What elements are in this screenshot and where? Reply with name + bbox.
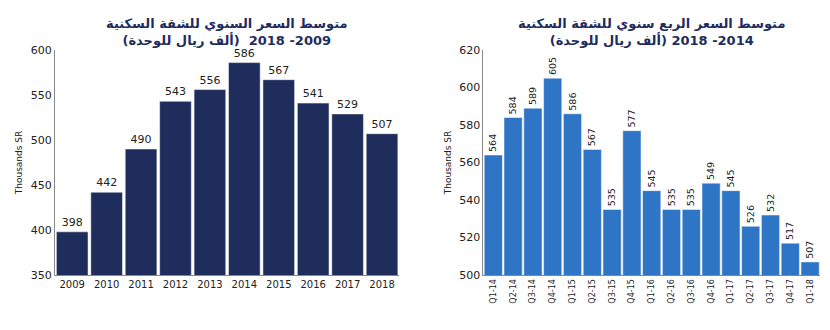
svg-text:2009: 2009 [59, 279, 84, 290]
svg-text:Q3-14: Q3-14 [529, 279, 538, 303]
svg-text:Q4-15: Q4-15 [628, 279, 637, 303]
svg-text:350: 350 [31, 269, 52, 282]
svg-text:560: 560 [459, 156, 480, 169]
svg-text:517: 517 [784, 222, 795, 240]
svg-text:545: 545 [646, 169, 657, 187]
svg-text:500: 500 [31, 134, 52, 147]
svg-text:Q3-16: Q3-16 [687, 279, 696, 303]
svg-text:600: 600 [31, 44, 52, 57]
svg-text:2015: 2015 [266, 279, 291, 290]
svg-text:490: 490 [131, 133, 152, 146]
svg-text:586: 586 [234, 47, 255, 60]
svg-text:Q1-16: Q1-16 [647, 279, 656, 303]
svg-text:580: 580 [459, 119, 480, 132]
svg-text:577: 577 [626, 109, 637, 127]
svg-text:متوسط السعر السنوي للشقة السكن: متوسط السعر السنوي للشقة السكنية(ألف ريا… [106, 16, 348, 48]
svg-text:535: 535 [606, 188, 617, 206]
svg-text:507: 507 [804, 241, 815, 259]
svg-text:540: 540 [459, 194, 480, 207]
svg-text:2014: 2014 [232, 279, 257, 290]
svg-text:541: 541 [303, 87, 324, 100]
svg-text:545: 545 [725, 169, 736, 187]
svg-text:2016: 2016 [300, 279, 325, 290]
svg-text:535: 535 [666, 188, 677, 206]
svg-text:584: 584 [507, 96, 518, 114]
svg-text:2013: 2013 [197, 279, 222, 290]
svg-text:2010: 2010 [94, 279, 119, 290]
svg-text:398: 398 [62, 216, 83, 229]
svg-text:564: 564 [487, 134, 498, 152]
svg-text:2017: 2017 [335, 279, 360, 290]
svg-text:متوسط السعر الربع سنوي للشقة ا: متوسط السعر الربع سنوي للشقة السكنية(ألف… [518, 16, 785, 48]
svg-text:Q1-15: Q1-15 [568, 279, 577, 303]
svg-text:Q1-17: Q1-17 [727, 279, 736, 303]
svg-text:Thousands SR: Thousands SR [14, 131, 24, 196]
svg-text:Q1-18: Q1-18 [806, 279, 815, 303]
svg-text:589: 589 [527, 87, 538, 105]
svg-text:Q4-14: Q4-14 [548, 279, 557, 303]
svg-text:600: 600 [459, 81, 480, 94]
svg-text:507: 507 [372, 118, 393, 131]
svg-text:Thousands SR: Thousands SR [443, 131, 453, 196]
svg-text:556: 556 [199, 74, 220, 87]
svg-text:Q4-16: Q4-16 [707, 279, 716, 303]
svg-text:Q2-14: Q2-14 [509, 279, 518, 303]
svg-text:Q1-14: Q1-14 [489, 279, 498, 303]
svg-text:500: 500 [459, 269, 480, 282]
svg-text:Q3-17: Q3-17 [766, 279, 775, 303]
svg-text:567: 567 [586, 128, 597, 146]
svg-text:Q2-17: Q2-17 [746, 279, 755, 303]
svg-text:520: 520 [459, 231, 480, 244]
svg-text:2018: 2018 [369, 279, 394, 290]
svg-text:442: 442 [96, 176, 117, 189]
svg-text:2012: 2012 [163, 279, 188, 290]
svg-text:605: 605 [547, 57, 558, 75]
svg-text:400: 400 [31, 224, 52, 237]
svg-text:620: 620 [459, 44, 480, 57]
svg-text:Q4-17: Q4-17 [786, 279, 795, 303]
svg-text:Q2-16: Q2-16 [667, 279, 676, 303]
svg-text:535: 535 [685, 188, 696, 206]
svg-text:Q2-15: Q2-15 [588, 279, 597, 303]
svg-text:Q3-15: Q3-15 [608, 279, 617, 303]
svg-text:450: 450 [31, 179, 52, 192]
svg-text:529: 529 [337, 98, 358, 111]
svg-text:532: 532 [765, 194, 776, 212]
svg-text:549: 549 [705, 162, 716, 180]
svg-text:2011: 2011 [128, 279, 153, 290]
svg-text:586: 586 [567, 93, 578, 111]
svg-text:543: 543 [165, 85, 186, 98]
svg-text:550: 550 [31, 89, 52, 102]
svg-text:526: 526 [745, 205, 756, 223]
svg-text:567: 567 [268, 64, 289, 77]
